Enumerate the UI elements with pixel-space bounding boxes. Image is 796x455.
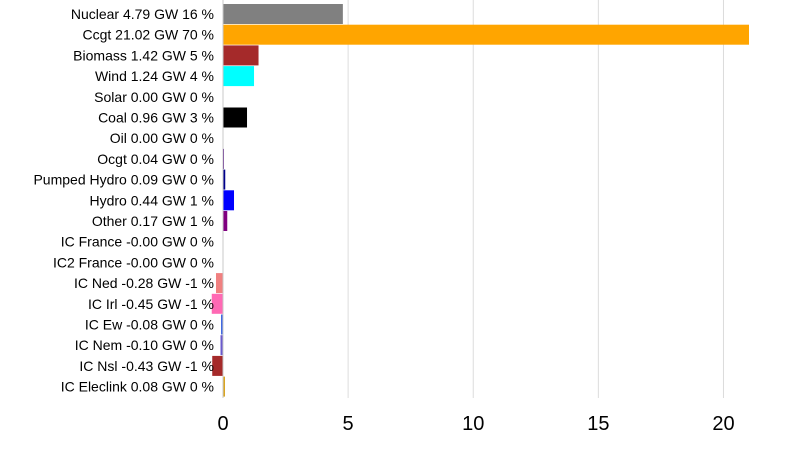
category-label-15: IC Ew -0.08 GW 0 % bbox=[85, 317, 214, 333]
category-label-1: Ccgt 21.02 GW 70 % bbox=[82, 27, 214, 43]
category-label-17: IC Nsl -0.43 GW -1 % bbox=[79, 358, 214, 374]
x-tick-label-10: 10 bbox=[462, 413, 484, 435]
bar-16 bbox=[220, 335, 223, 356]
category-label-11: IC France -0.00 GW 0 % bbox=[61, 234, 214, 250]
category-labels: Nuclear 4.79 GW 16 % Ccgt 21.02 GW 70 % Bi… bbox=[33, 6, 214, 395]
category-label-3: Wind 1.24 GW 4 % bbox=[95, 68, 214, 84]
x-tick-label-15: 15 bbox=[587, 413, 609, 435]
category-label-18: IC Eleclink 0.08 GW 0 % bbox=[61, 379, 214, 395]
grid-lines bbox=[347, 0, 724, 398]
bar-14 bbox=[211, 293, 223, 314]
bar-17 bbox=[212, 355, 223, 376]
category-label-0: Nuclear 4.79 GW 16 % bbox=[71, 6, 214, 22]
bar-10 bbox=[223, 211, 228, 231]
category-label-14: IC Irl -0.45 GW -1 % bbox=[88, 296, 214, 312]
category-label-12: IC2 France -0.00 GW 0 % bbox=[53, 254, 214, 270]
bar-8 bbox=[223, 169, 226, 190]
bar-9 bbox=[223, 190, 235, 211]
bar-0 bbox=[223, 4, 343, 24]
category-label-9: Hydro 0.44 GW 1 % bbox=[90, 192, 215, 208]
category-label-6: Oil 0.00 GW 0 % bbox=[110, 130, 214, 146]
category-label-8: Pumped Hydro 0.09 GW 0 % bbox=[33, 172, 214, 188]
x-tick-labels: 0 5 10 15 20 bbox=[217, 413, 734, 435]
bars bbox=[211, 4, 749, 397]
category-label-5: Coal 0.96 GW 3 % bbox=[98, 110, 214, 126]
bar-18 bbox=[223, 376, 226, 397]
x-tick-label-20: 20 bbox=[712, 413, 734, 435]
bar-7 bbox=[223, 148, 225, 169]
x-tick-label-5: 5 bbox=[343, 413, 354, 435]
bar-13 bbox=[215, 273, 223, 294]
category-label-7: Ocgt 0.04 GW 0 % bbox=[97, 151, 214, 167]
bar-1 bbox=[223, 24, 749, 45]
category-label-16: IC Nem -0.10 GW 0 % bbox=[75, 337, 214, 353]
category-label-10: Other 0.17 GW 1 % bbox=[92, 213, 214, 229]
bar-5 bbox=[223, 107, 248, 128]
category-label-4: Solar 0.00 GW 0 % bbox=[94, 89, 214, 105]
bar-2 bbox=[223, 45, 259, 66]
x-tick-label-0: 0 bbox=[217, 413, 228, 435]
category-label-2: Biomass 1.42 GW 5 % bbox=[73, 47, 214, 63]
bar-3 bbox=[223, 66, 255, 87]
category-label-13: IC Ned -0.28 GW -1 % bbox=[74, 275, 214, 291]
bar-15 bbox=[220, 314, 223, 335]
